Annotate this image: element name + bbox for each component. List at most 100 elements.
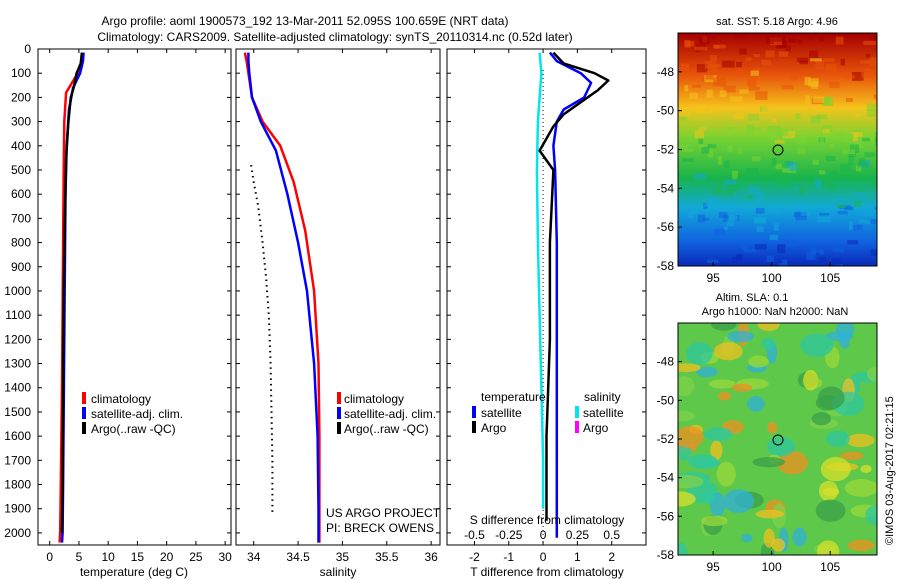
sst-texture-cell [843, 149, 856, 155]
legend-label-argo: Argo(..raw -QC) [344, 422, 429, 436]
sst-texture-cell [684, 84, 689, 92]
sst-texture-cell [866, 220, 872, 225]
sst-texture-cell [810, 58, 822, 62]
depth-tick-label: 1500 [4, 405, 31, 419]
sst-texture-cell [866, 103, 877, 111]
sst-texture-cell [723, 85, 736, 93]
sst-texture-cell [829, 185, 836, 191]
sla-texture-blob [803, 369, 819, 391]
sla-texture-blob [678, 475, 704, 489]
sst-texture-cell [765, 50, 775, 58]
sst-texture-cell [875, 139, 877, 146]
sst-texture-cell [727, 126, 735, 130]
sla-texture-blob [695, 366, 718, 378]
sst-texture-cell [679, 116, 688, 121]
legend-label-climatology: climatology [91, 392, 151, 406]
sst-texture-cell [863, 40, 877, 45]
sst-texture-cell [869, 57, 877, 67]
sst-texture-cell [860, 60, 871, 64]
depth-tick-label: 1400 [4, 381, 31, 395]
sst-texture-cell [753, 54, 760, 58]
sst-texture-cell [702, 217, 710, 221]
temperature-legend: climatology satellite-adj. clim. Argo(..… [82, 392, 183, 436]
sst-texture-cell [711, 67, 718, 74]
sst-texture-cell [783, 131, 796, 139]
sst-texture-cell [766, 255, 775, 262]
depth-tick-label: 800 [11, 236, 31, 250]
sst-texture-cell [723, 179, 737, 185]
x-tick-label: 25 [189, 550, 203, 564]
depth-tick-label: 700 [11, 211, 31, 225]
sla-texture-blob [817, 386, 845, 410]
sst-texture-cell [866, 109, 876, 117]
sla-texture-blob [717, 391, 732, 401]
map-x-tick-label: 95 [706, 271, 720, 285]
sst-texture-cell [771, 157, 777, 166]
sla-texture-blob [678, 426, 704, 448]
x-tick-label: 1 [574, 550, 581, 564]
depth-tick-label: 1000 [4, 284, 31, 298]
sla-texture-blob [800, 333, 834, 358]
sst-texture-cell [865, 53, 871, 58]
sst-texture-cell [778, 51, 789, 57]
sst-texture-cell [722, 214, 729, 223]
sla-texture-blob [741, 533, 753, 543]
sst-texture-cell [823, 58, 835, 63]
sst-texture-cell [718, 177, 726, 184]
sst-texture-cell [745, 195, 758, 199]
depth-tick-label: 600 [11, 187, 31, 201]
sst-texture-cell [748, 113, 760, 121]
depth-tick-label: 1200 [4, 332, 31, 346]
salinity-legend: climatology satellite-adj. clim. Argo(..… [337, 392, 436, 436]
depth-axis: 0 100 200 300 400 500 600 700 800 900 1000 1100 1200… [4, 42, 646, 540]
sst-texture-cell [736, 61, 742, 68]
sst-texture-cell [721, 60, 735, 68]
sst-texture-cell [845, 98, 854, 102]
sst-texture-cell [683, 148, 693, 152]
difference-legend: temperature salinity satellite Argo sate… [472, 390, 624, 435]
sla-texture-blob [714, 342, 743, 361]
sst-texture-cell [745, 57, 752, 61]
sst-texture-cell [678, 106, 690, 116]
sla-texture-blob [711, 323, 737, 331]
depth-tick-label: 300 [11, 115, 31, 129]
sst-texture-cell [840, 163, 852, 172]
sst-texture-cell [829, 81, 840, 89]
s-tick-label: 0.5 [603, 528, 620, 542]
sst-texture-cell [773, 35, 786, 42]
map-y-tick-label: -56 [657, 509, 675, 523]
map-y-tick-label: -58 [657, 259, 675, 273]
map-y-tick-label: -50 [657, 393, 675, 407]
project-annotation: US ARGO PROJECT [326, 506, 441, 520]
sst-texture-cell [791, 76, 798, 81]
sst-texture-cell [767, 205, 781, 213]
temperature-axis-label: temperature (deg C) [80, 565, 188, 579]
sst-texture-cell [782, 259, 788, 264]
salinity-lines [243, 52, 321, 543]
sla-texture-blob [777, 450, 808, 475]
sla-texture-blob [731, 383, 753, 392]
sst-texture-cell [709, 64, 720, 68]
sla-texture-blob [723, 489, 755, 514]
sst-texture-cell [844, 138, 852, 143]
sst-texture-cell [731, 170, 738, 180]
x-tick-label: 15 [131, 550, 145, 564]
sla-texture-blob [766, 436, 796, 457]
sst-texture-cell [705, 208, 710, 213]
map-y-tick-label: -52 [657, 432, 675, 446]
sst-texture-cell [816, 114, 828, 120]
x-tick-label: 0 [540, 550, 547, 564]
sla-texture-blob [840, 451, 864, 460]
depth-tick-label: 1600 [4, 429, 31, 443]
x-tick-label: 0 [46, 550, 53, 564]
sst-texture-cell [766, 36, 774, 44]
sst-texture-cell [773, 223, 779, 231]
sst-texture-cell [739, 48, 747, 55]
sst-texture-cell [727, 184, 741, 191]
sst-texture-cell [706, 259, 719, 263]
series-line-satellite-adj-clim- [247, 52, 320, 543]
sst-texture-cell [832, 247, 844, 253]
sst-texture-cell [861, 137, 870, 142]
sla-texture-blob [678, 410, 695, 422]
